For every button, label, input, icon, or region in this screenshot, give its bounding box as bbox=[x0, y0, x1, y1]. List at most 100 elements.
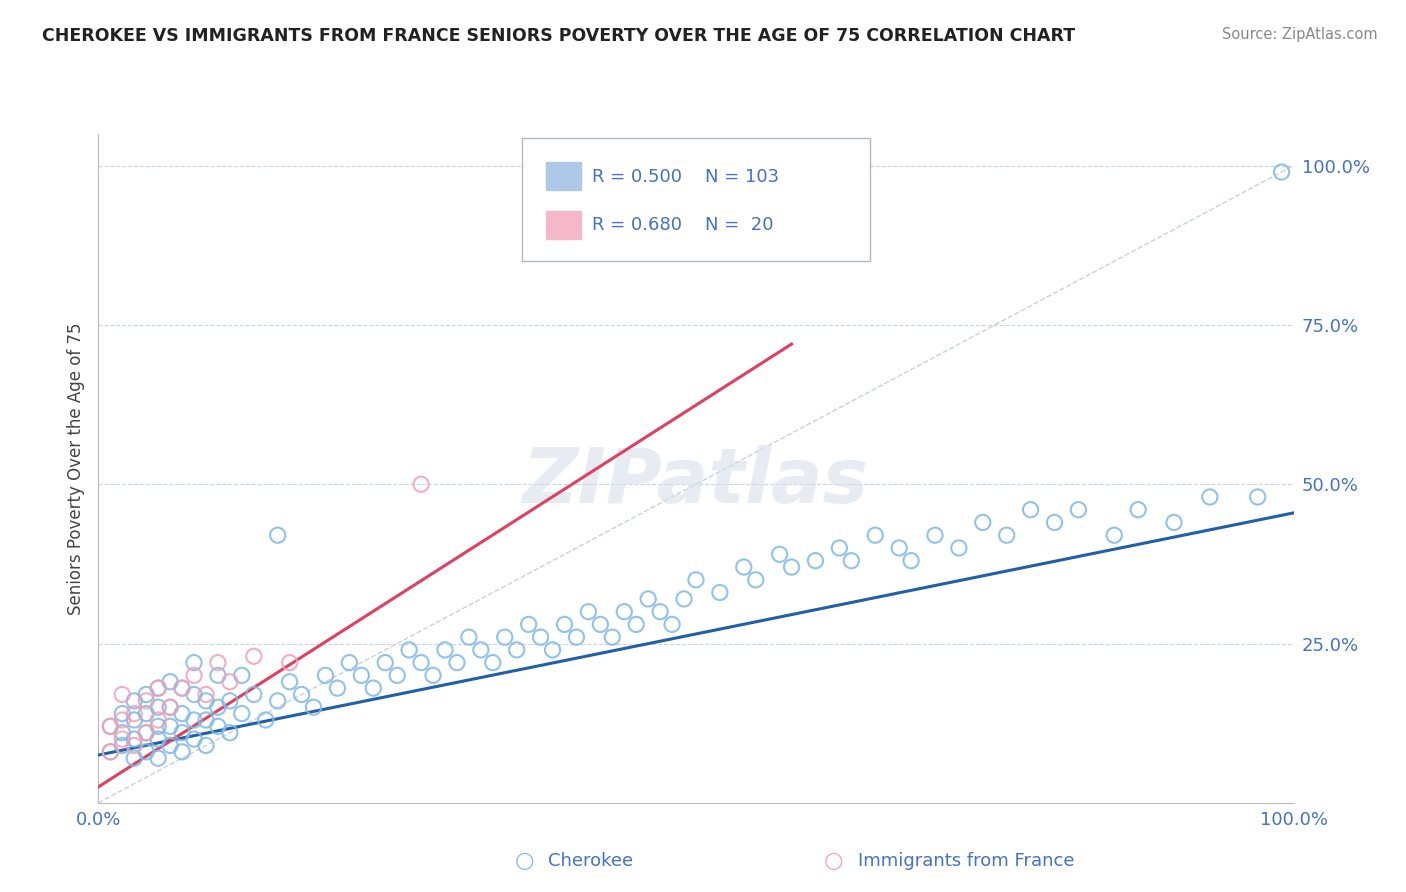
Point bbox=[565, 630, 588, 644]
Point bbox=[1102, 528, 1125, 542]
Text: ○: ○ bbox=[515, 851, 534, 871]
Point bbox=[124, 706, 146, 721]
Point bbox=[506, 643, 529, 657]
Point bbox=[541, 643, 564, 657]
Point bbox=[337, 656, 360, 670]
Point bbox=[374, 656, 396, 670]
Point bbox=[1271, 165, 1294, 179]
Point bbox=[863, 528, 886, 542]
Point bbox=[637, 591, 659, 606]
Point bbox=[98, 745, 122, 759]
Point bbox=[972, 516, 994, 530]
Point bbox=[98, 719, 122, 733]
Point bbox=[398, 643, 420, 657]
Text: Immigrants from France: Immigrants from France bbox=[858, 852, 1074, 870]
Point bbox=[194, 688, 217, 702]
Point bbox=[124, 713, 146, 727]
Point bbox=[350, 668, 373, 682]
Point bbox=[111, 713, 134, 727]
Point bbox=[254, 713, 277, 727]
Point bbox=[111, 732, 134, 747]
Point bbox=[624, 617, 647, 632]
Point bbox=[98, 719, 122, 733]
Point bbox=[613, 605, 636, 619]
Point bbox=[98, 745, 122, 759]
Point bbox=[470, 643, 492, 657]
Point bbox=[124, 694, 146, 708]
Point bbox=[995, 528, 1018, 542]
Point bbox=[183, 688, 205, 702]
Point bbox=[411, 477, 433, 491]
Point bbox=[207, 668, 229, 682]
Point bbox=[183, 668, 205, 682]
Point bbox=[948, 541, 970, 555]
Point bbox=[207, 719, 229, 733]
Point bbox=[326, 681, 349, 695]
Point bbox=[243, 688, 266, 702]
Point bbox=[554, 617, 576, 632]
Point bbox=[278, 674, 301, 689]
Point bbox=[517, 617, 540, 632]
Text: R = 0.680    N =  20: R = 0.680 N = 20 bbox=[592, 216, 773, 234]
Point bbox=[1198, 490, 1220, 504]
Point bbox=[589, 617, 612, 632]
Text: ZIPatlas: ZIPatlas bbox=[523, 445, 869, 518]
Point bbox=[219, 694, 242, 708]
Point bbox=[219, 674, 242, 689]
Point bbox=[148, 681, 170, 695]
Point bbox=[243, 649, 266, 664]
Point bbox=[1019, 502, 1042, 516]
Point bbox=[924, 528, 946, 542]
Point bbox=[159, 719, 181, 733]
Point bbox=[804, 554, 827, 568]
Point bbox=[124, 739, 146, 753]
Point bbox=[172, 745, 194, 759]
Point bbox=[148, 700, 170, 714]
Point bbox=[148, 732, 170, 747]
Point bbox=[183, 713, 205, 727]
Point bbox=[159, 700, 181, 714]
Point bbox=[290, 688, 312, 702]
Point bbox=[685, 573, 707, 587]
Point bbox=[267, 528, 290, 542]
Point bbox=[148, 751, 170, 765]
Point bbox=[159, 674, 181, 689]
Point bbox=[219, 725, 242, 739]
Point bbox=[709, 585, 731, 599]
Point bbox=[124, 751, 146, 765]
Point bbox=[111, 706, 134, 721]
Point bbox=[900, 554, 922, 568]
Point bbox=[458, 630, 481, 644]
Point bbox=[411, 656, 433, 670]
Y-axis label: Seniors Poverty Over the Age of 75: Seniors Poverty Over the Age of 75 bbox=[66, 322, 84, 615]
Point bbox=[839, 554, 862, 568]
Text: ○: ○ bbox=[824, 851, 844, 871]
Point bbox=[111, 739, 134, 753]
Point bbox=[194, 694, 217, 708]
Point bbox=[494, 630, 516, 644]
Point bbox=[183, 656, 205, 670]
Point bbox=[673, 591, 696, 606]
Text: R = 0.500    N = 103: R = 0.500 N = 103 bbox=[592, 168, 779, 186]
Point bbox=[231, 706, 253, 721]
Point bbox=[111, 688, 134, 702]
Point bbox=[1163, 516, 1185, 530]
Text: Source: ZipAtlas.com: Source: ZipAtlas.com bbox=[1222, 27, 1378, 42]
Point bbox=[433, 643, 456, 657]
Point bbox=[135, 694, 157, 708]
Point bbox=[1067, 502, 1090, 516]
Point bbox=[172, 706, 194, 721]
Point bbox=[385, 668, 409, 682]
Point bbox=[135, 745, 157, 759]
Point bbox=[159, 739, 181, 753]
Point bbox=[828, 541, 851, 555]
Point bbox=[889, 541, 911, 555]
Point bbox=[124, 732, 146, 747]
Point bbox=[135, 725, 157, 739]
Point bbox=[363, 681, 385, 695]
Point bbox=[148, 713, 170, 727]
Point bbox=[135, 688, 157, 702]
Point bbox=[648, 605, 672, 619]
Point bbox=[148, 681, 170, 695]
Point bbox=[135, 725, 157, 739]
